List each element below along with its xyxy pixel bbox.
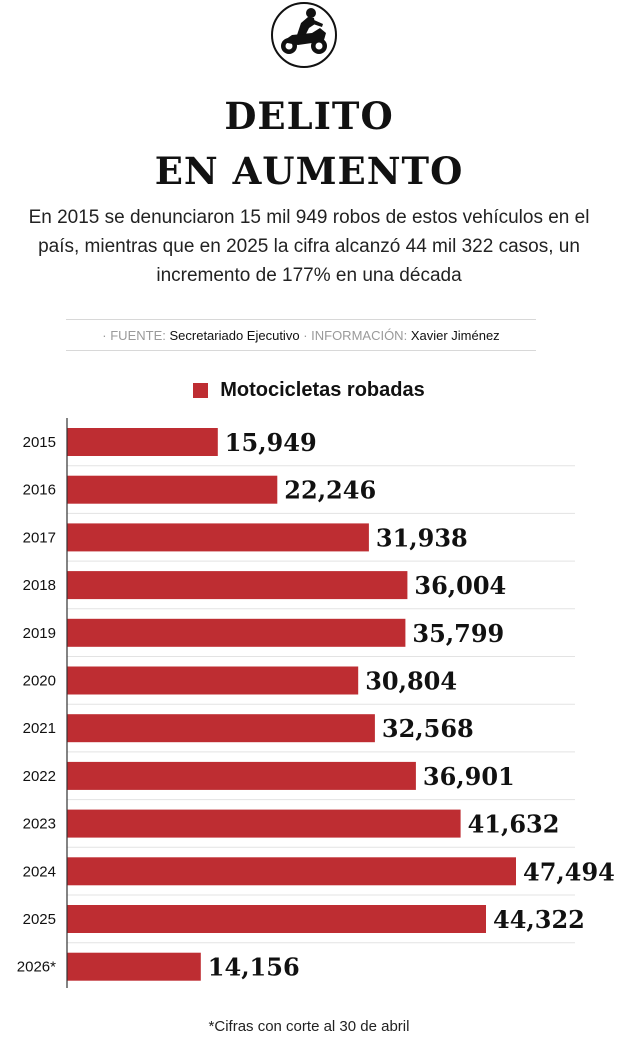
bar-2025 — [67, 905, 486, 933]
bar-2023 — [67, 809, 461, 838]
bar-2016 — [67, 475, 278, 504]
info-label: · INFORMACIÓN: — [303, 327, 408, 343]
value-label: 47,494 — [523, 857, 615, 886]
value-label: 35,799 — [412, 619, 504, 648]
value-label: 30,804 — [365, 667, 457, 696]
source-line: · FUENTE: Secretariado Ejecutivo · INFOR… — [66, 319, 536, 351]
year-label: 2023 — [23, 816, 56, 833]
legend-swatch — [193, 382, 209, 398]
bar-2015 — [67, 428, 218, 456]
subtitle: En 2015 se denunciaron 15 mil 949 robos … — [28, 207, 590, 286]
year-label: 2017 — [23, 529, 56, 546]
page-title-line1: DELITO — [224, 94, 394, 138]
bar-2026* — [67, 952, 201, 981]
fuente-label: · FUENTE: — [102, 327, 166, 343]
year-label: 2020 — [23, 673, 56, 690]
value-label: 36,901 — [423, 762, 515, 791]
year-label: 2024 — [23, 863, 56, 880]
value-label: 15,949 — [225, 428, 317, 457]
legend-label: Motocicletas robadas — [220, 378, 425, 401]
value-label: 22,246 — [284, 476, 376, 505]
value-label: 36,004 — [414, 571, 506, 600]
bar-2020 — [67, 666, 359, 695]
motorcycle-rider-icon — [271, 2, 337, 68]
year-label: 2015 — [23, 434, 56, 451]
bar-2017 — [67, 523, 369, 552]
year-label: 2018 — [23, 577, 56, 594]
value-label: 14,156 — [208, 953, 300, 982]
bar-chart: 2015 15,949 2016 22,246 2017 31,938 2018 36,004… — [17, 418, 615, 988]
page-title-line2: EN AUMENTO — [154, 149, 464, 193]
bar-2022 — [67, 761, 416, 790]
footnote: *Cifras con corte al 30 de abril — [208, 1018, 410, 1035]
fuente-value: Secretariado Ejecutivo — [169, 327, 300, 343]
bar-2018 — [67, 571, 408, 600]
year-label: 2025 — [23, 911, 56, 928]
info-value: Xavier Jiménez — [410, 327, 500, 343]
value-label: 32,568 — [382, 714, 474, 743]
chart-legend: Motocicletas robadas — [0, 376, 618, 404]
year-label: 2021 — [23, 720, 56, 737]
year-label: 2022 — [23, 768, 56, 785]
year-label: 2026* — [17, 959, 56, 976]
value-label: 41,632 — [468, 810, 560, 839]
bar-2024 — [67, 857, 516, 886]
year-label: 2016 — [23, 482, 56, 499]
bar-2021 — [67, 714, 375, 743]
bar-2019 — [67, 618, 406, 647]
year-label: 2019 — [23, 625, 56, 642]
value-label: 44,322 — [493, 905, 585, 934]
value-label: 31,938 — [376, 523, 468, 552]
